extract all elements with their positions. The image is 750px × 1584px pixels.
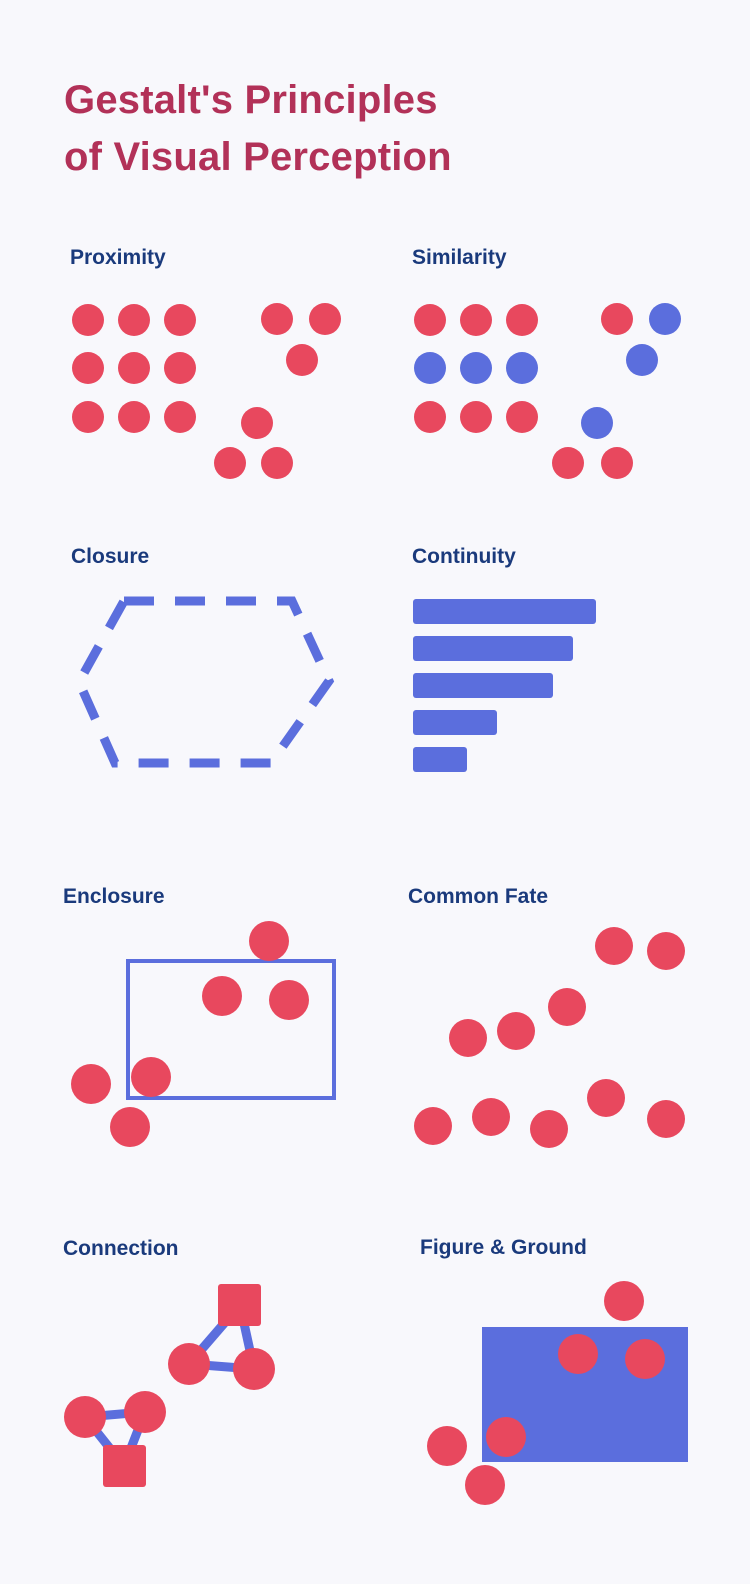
dot <box>71 1064 111 1104</box>
dot <box>601 447 633 479</box>
diagram-proximity <box>72 303 341 479</box>
dot <box>414 1107 452 1145</box>
dashed-hexagon <box>73 596 335 768</box>
dot <box>414 304 446 336</box>
bar <box>413 710 497 735</box>
section-label-connection: Connection <box>63 1237 179 1260</box>
bar <box>413 636 573 661</box>
section-label-closure: Closure <box>71 545 150 568</box>
dot <box>506 352 538 384</box>
dot <box>118 401 150 433</box>
dot <box>241 407 273 439</box>
node-square <box>218 1284 261 1326</box>
dot <box>414 401 446 433</box>
dot <box>587 1079 625 1117</box>
dot <box>269 980 309 1020</box>
diagram-enclosure <box>71 921 336 1147</box>
node-dot <box>64 1396 106 1438</box>
bar <box>413 599 596 624</box>
dot <box>414 352 446 384</box>
dot <box>131 1057 171 1097</box>
dot <box>72 304 104 336</box>
dot <box>460 401 492 433</box>
page-title: Gestalt's Principles of Visual Perception <box>64 72 452 186</box>
dot <box>604 1281 644 1321</box>
dot <box>286 344 318 376</box>
diagram-continuity <box>413 599 596 772</box>
dot <box>118 352 150 384</box>
bar <box>413 747 467 772</box>
dot <box>164 401 196 433</box>
dot <box>497 1012 535 1050</box>
dot <box>486 1417 526 1457</box>
dot <box>472 1098 510 1136</box>
dot <box>118 304 150 336</box>
dot <box>548 988 586 1026</box>
dot <box>465 1465 505 1505</box>
section-label-enclosure: Enclosure <box>63 885 165 908</box>
diagram-common-fate <box>414 927 685 1148</box>
dot <box>164 352 196 384</box>
dot <box>506 401 538 433</box>
dot <box>626 344 658 376</box>
dot <box>595 927 633 965</box>
dot <box>110 1107 150 1147</box>
diagram-closure <box>73 596 335 768</box>
dot <box>460 304 492 336</box>
page-title-line1: Gestalt's Principles <box>64 78 438 122</box>
diagram-similarity <box>414 303 681 479</box>
dot <box>647 1100 685 1138</box>
dot <box>249 921 289 961</box>
diagram-connection <box>64 1284 275 1487</box>
dot <box>261 447 293 479</box>
node-dot <box>168 1343 210 1385</box>
dot <box>625 1339 665 1379</box>
page-title-line2: of Visual Perception <box>64 135 452 179</box>
bar <box>413 673 553 698</box>
enclosure-frame <box>126 959 336 1100</box>
dot <box>427 1426 467 1466</box>
dot <box>558 1334 598 1374</box>
section-label-proximity: Proximity <box>70 246 166 269</box>
dot <box>506 304 538 336</box>
dot <box>261 303 293 335</box>
section-label-common-fate: Common Fate <box>408 885 549 908</box>
dot <box>581 407 613 439</box>
dot <box>72 401 104 433</box>
dot <box>309 303 341 335</box>
diagram-figure-ground <box>427 1281 688 1505</box>
dot <box>214 447 246 479</box>
node-square <box>103 1445 146 1487</box>
section-label-figure-ground: Figure & Ground <box>420 1236 587 1259</box>
dot <box>202 976 242 1016</box>
dot <box>647 932 685 970</box>
dot <box>460 352 492 384</box>
dot <box>449 1019 487 1057</box>
section-label-continuity: Continuity <box>412 545 516 568</box>
dot <box>72 352 104 384</box>
section-label-similarity: Similarity <box>412 246 507 269</box>
node-dot <box>124 1391 166 1433</box>
node-dot <box>233 1348 275 1390</box>
dot <box>601 303 633 335</box>
dot <box>649 303 681 335</box>
dot <box>530 1110 568 1148</box>
dot <box>552 447 584 479</box>
dot <box>164 304 196 336</box>
